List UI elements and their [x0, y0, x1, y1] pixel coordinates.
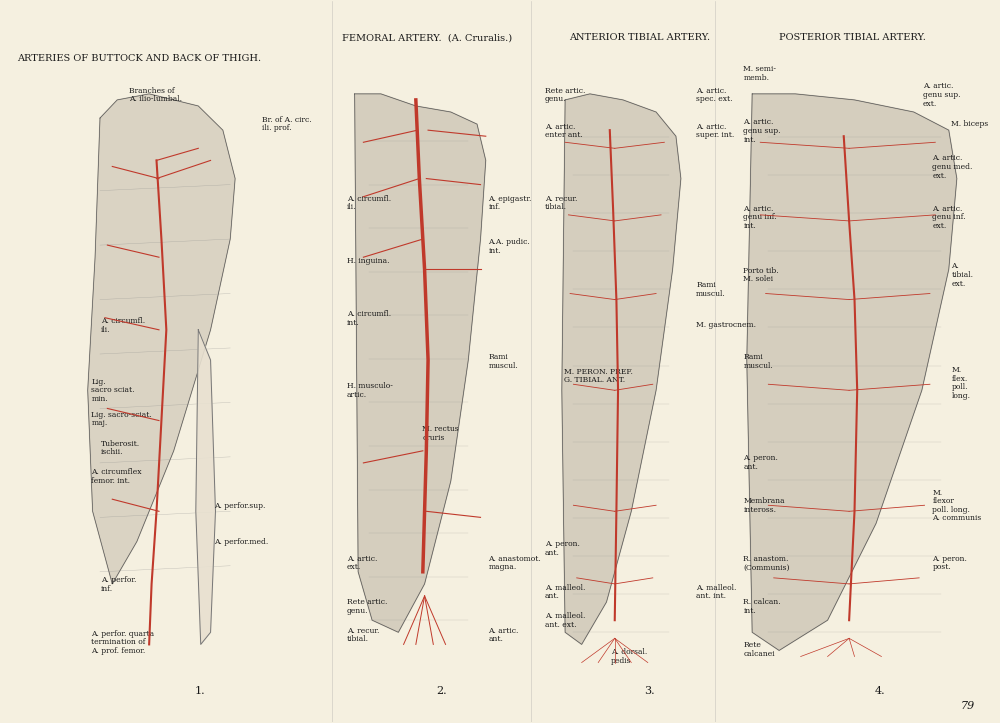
Text: A. circumfl.
int.: A. circumfl. int. [347, 310, 391, 327]
Text: A. artic.
ext.: A. artic. ext. [347, 555, 377, 571]
Text: Rami
muscul.: Rami muscul. [696, 281, 726, 298]
Text: A.A. pudic.
int.: A.A. pudic. int. [488, 238, 530, 254]
Text: A. epigastr.
inf.: A. epigastr. inf. [488, 194, 532, 211]
Text: A. malleol.
ant. int.: A. malleol. ant. int. [696, 583, 737, 600]
Text: 1.: 1. [195, 686, 205, 696]
Text: Rete
calcanei: Rete calcanei [743, 641, 775, 658]
Polygon shape [355, 94, 486, 633]
Text: A. artic.
genu sup.
int.: A. artic. genu sup. int. [743, 119, 781, 144]
Text: M. biceps: M. biceps [951, 120, 989, 128]
Text: A. perfor.med.: A. perfor.med. [214, 538, 269, 546]
Polygon shape [88, 94, 235, 584]
Text: A. artic.
genu med.
ext.: A. artic. genu med. ext. [932, 155, 973, 179]
Text: 79: 79 [961, 701, 975, 711]
Text: 3.: 3. [644, 686, 654, 696]
Text: M.
flex.
poll.
long.: M. flex. poll. long. [951, 367, 970, 400]
Text: Br. of A. circ.
ili. prof.: Br. of A. circ. ili. prof. [262, 116, 311, 132]
Text: M. rectus
cruris: M. rectus cruris [422, 425, 459, 442]
Text: A. artic.
ant.: A. artic. ant. [488, 627, 519, 643]
Text: Rete artic.
genu.: Rete artic. genu. [545, 87, 585, 103]
Text: A. peron.
post.: A. peron. post. [932, 555, 967, 571]
Text: A. circumfl.
ili.: A. circumfl. ili. [101, 317, 145, 334]
Text: A. circumflex
femor. int.: A. circumflex femor. int. [91, 469, 142, 485]
Text: A. artic.
enter ant.: A. artic. enter ant. [545, 123, 583, 140]
Text: M. gastrocnem.: M. gastrocnem. [696, 322, 756, 330]
Text: Lig. sacro-sciat.
maj.: Lig. sacro-sciat. maj. [91, 411, 152, 427]
Text: A. perfor.sup.: A. perfor.sup. [214, 502, 266, 510]
Text: ARTERIES OF BUTTOCK AND BACK OF THIGH.: ARTERIES OF BUTTOCK AND BACK OF THIGH. [17, 54, 261, 63]
Text: M. PERON. PREF.
G. TIBIAL. ANT.: M. PERON. PREF. G. TIBIAL. ANT. [564, 367, 633, 384]
Text: A. artic.
genu sup.
ext.: A. artic. genu sup. ext. [923, 82, 961, 108]
Text: R. calcan.
int.: R. calcan. int. [743, 598, 781, 615]
Text: M.
flexor
poll. long.
A. communis: M. flexor poll. long. A. communis [932, 489, 982, 523]
Text: A. peron.
ant.: A. peron. ant. [545, 541, 580, 557]
Text: Branches of
A. ilio-lumbal.: Branches of A. ilio-lumbal. [129, 87, 182, 103]
Polygon shape [196, 330, 215, 644]
Text: Rami
muscul.: Rami muscul. [743, 354, 773, 369]
Text: R. anastom.
(Communis): R. anastom. (Communis) [743, 555, 790, 571]
Text: A. dorsal.
pedis: A. dorsal. pedis [611, 649, 647, 665]
Polygon shape [747, 94, 957, 651]
Text: Lig.
sacro sciat.
min.: Lig. sacro sciat. min. [91, 377, 135, 403]
Text: A. artic.
spec. ext.: A. artic. spec. ext. [696, 87, 733, 103]
Text: A. anastomot.
magna.: A. anastomot. magna. [488, 555, 541, 571]
Text: Membrana
inteross.: Membrana inteross. [743, 497, 785, 514]
Text: A. peron.
ant.: A. peron. ant. [743, 454, 778, 471]
Text: H. inguina.: H. inguina. [347, 257, 389, 265]
Text: A. recur.
tibial.: A. recur. tibial. [545, 194, 577, 211]
Text: 4.: 4. [875, 686, 886, 696]
Text: Rete artic.
genu.: Rete artic. genu. [347, 598, 387, 615]
Text: A. malleol.
ant.: A. malleol. ant. [545, 583, 585, 600]
Polygon shape [562, 94, 681, 644]
Text: A. malleol.
ant. ext.: A. malleol. ant. ext. [545, 612, 585, 629]
Text: A. artic.
genu inf.
int.: A. artic. genu inf. int. [743, 205, 777, 230]
Text: A. circumfl.
ili.: A. circumfl. ili. [347, 194, 391, 211]
Text: A. perfor.
inf.: A. perfor. inf. [101, 576, 136, 593]
Text: ANTERIOR TIBIAL ARTERY.: ANTERIOR TIBIAL ARTERY. [569, 33, 710, 43]
Text: A. perfor. quarta
termination of
A. prof. femor.: A. perfor. quarta termination of A. prof… [91, 630, 155, 655]
Text: A.
tibial.
ext.: A. tibial. ext. [951, 262, 973, 288]
Text: A. artic.
super. int.: A. artic. super. int. [696, 123, 734, 140]
Text: H. musculo-
artic.: H. musculo- artic. [347, 382, 392, 398]
Text: A. artic.
genu inf.
ext.: A. artic. genu inf. ext. [932, 205, 966, 230]
Text: FEMORAL ARTERY.  (A. Cruralis.): FEMORAL ARTERY. (A. Cruralis.) [342, 33, 512, 43]
Text: 2.: 2. [436, 686, 446, 696]
Text: Tuberosit.
ischii.: Tuberosit. ischii. [101, 440, 140, 456]
Text: Rami
muscul.: Rami muscul. [488, 354, 518, 369]
Text: A. recur.
tibial.: A. recur. tibial. [347, 627, 379, 643]
Text: POSTERIOR TIBIAL ARTERY.: POSTERIOR TIBIAL ARTERY. [779, 33, 926, 43]
Text: Porto tib.
M. solei: Porto tib. M. solei [743, 267, 779, 283]
Text: M. semi-
memb.: M. semi- memb. [743, 65, 776, 82]
